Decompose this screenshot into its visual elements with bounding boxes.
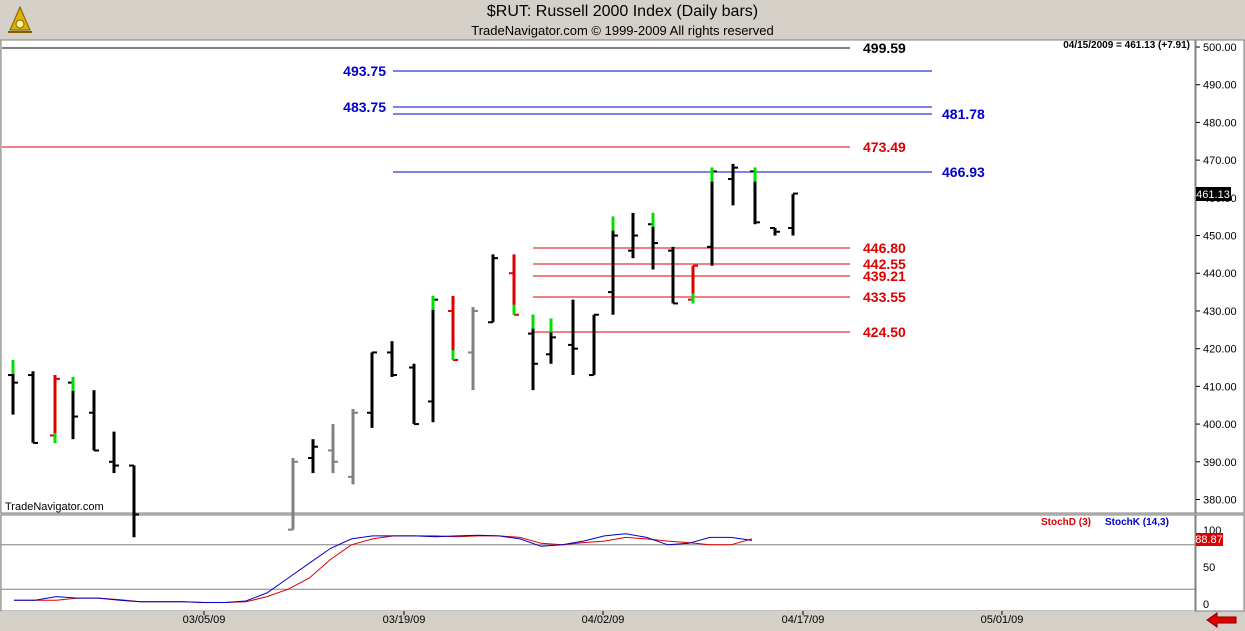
stoch-series-line: [14, 533, 753, 603]
scroll-arrow-icon[interactable]: [1206, 612, 1237, 628]
x-tick-label: 03/05/09: [183, 614, 226, 626]
level-label: 446.80: [863, 240, 906, 256]
y-tick-label: 380.00: [1203, 494, 1237, 506]
y-tick-label: 390.00: [1203, 457, 1237, 469]
level-label: 439.21: [863, 268, 906, 284]
x-tick-label: 04/17/09: [782, 614, 825, 626]
stoch-panel[interactable]: [0, 514, 1196, 612]
level-label: 433.55: [863, 289, 906, 305]
chart-header: $RUT: Russell 2000 Index (Daily bars) Tr…: [0, 0, 1245, 40]
last-price-label: 461.13: [1196, 189, 1230, 201]
chart-subtitle: TradeNavigator.com © 1999-2009 All right…: [471, 23, 774, 38]
x-tick-label: 04/02/09: [582, 614, 625, 626]
y-tick-label: 420.00: [1203, 344, 1237, 356]
date-axis: [1, 611, 1195, 630]
y-tick-label: 410.00: [1203, 381, 1237, 393]
level-label: 466.93: [942, 164, 985, 180]
stoch-readout: 88.87: [1195, 534, 1223, 546]
price-axis: [1195, 39, 1245, 514]
y-tick-label: 430.00: [1203, 306, 1237, 318]
level-label: 442.55: [863, 256, 906, 272]
y-tick-label: 440.00: [1203, 268, 1237, 280]
stoch-tick-label: 50: [1203, 562, 1215, 574]
stochD-label: StochD (3): [1041, 517, 1091, 528]
y-tick-label: 500.00: [1203, 42, 1237, 54]
y-tick-label: 400.00: [1203, 419, 1237, 431]
level-label: 424.50: [863, 324, 906, 340]
info-readout: 04/15/2009 = 461.13 (+7.91): [1063, 40, 1190, 51]
y-tick-label: 480.00: [1203, 117, 1237, 129]
stoch-axis: [1195, 514, 1245, 612]
x-tick-label: 05/01/09: [981, 614, 1024, 626]
y-tick-label: 450.00: [1203, 231, 1237, 243]
level-label: 483.75: [343, 99, 386, 115]
stochK-label: StochK (14,3): [1105, 517, 1169, 528]
y-tick-label: 490.00: [1203, 80, 1237, 92]
y-tick-label: 470.00: [1203, 155, 1237, 167]
stoch-readout-box: [1196, 533, 1223, 546]
chart-title: $RUT: Russell 2000 Index (Daily bars): [486, 3, 759, 20]
level-label: 499.59: [863, 40, 906, 56]
x-tick-label: 03/19/09: [383, 614, 426, 626]
last-price-box: [1196, 187, 1231, 201]
level-label: 493.75: [343, 63, 386, 79]
level-label: 481.78: [942, 106, 985, 122]
logo-icon: [8, 5, 32, 33]
stoch-tick-label: 0: [1203, 599, 1209, 611]
watermark: TradeNavigator.com: [5, 501, 104, 513]
level-label: 473.49: [863, 139, 906, 155]
